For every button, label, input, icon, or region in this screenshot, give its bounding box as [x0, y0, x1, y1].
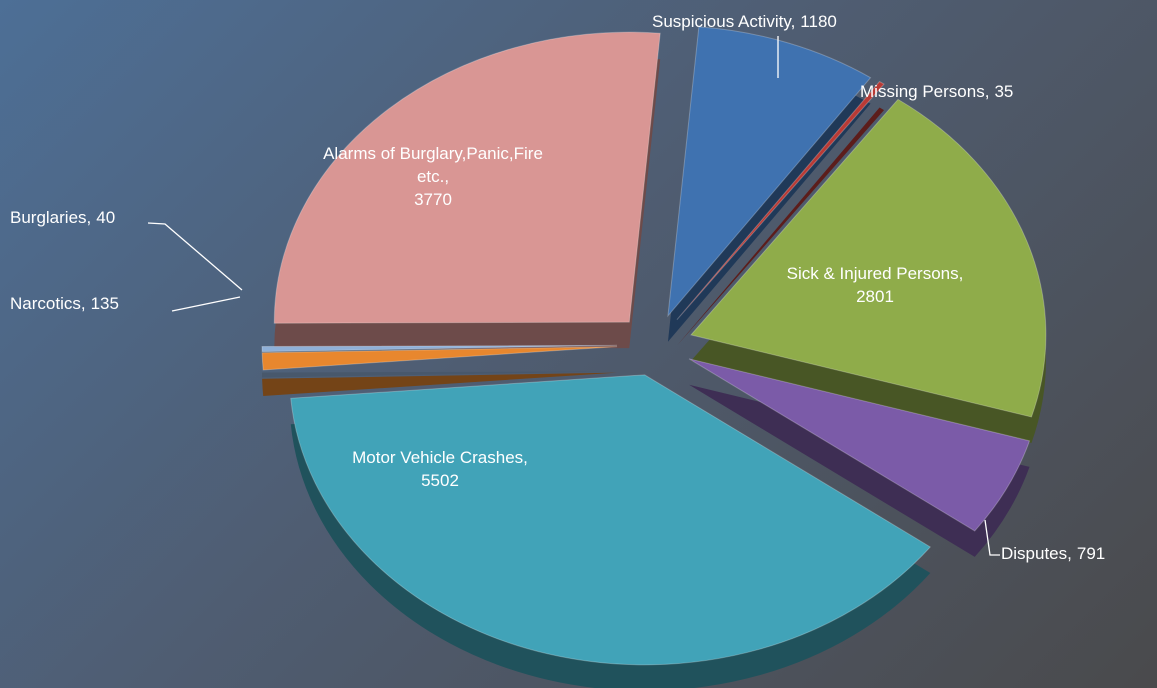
label-value: 791	[1076, 544, 1106, 563]
slice-side	[262, 371, 618, 378]
label-value: 3770	[414, 190, 452, 209]
label-value: 35	[994, 82, 1014, 101]
slice	[676, 80, 885, 320]
slice-side	[262, 372, 618, 397]
data-label: Alarms of Burglary,Panic,Fire etc., 3770	[318, 142, 548, 211]
data-label: Missing Persons, 35	[860, 80, 1013, 103]
label-category: Motor Vehicle Crashes,	[352, 448, 528, 467]
label-value: 40	[96, 208, 116, 227]
slice	[667, 26, 872, 318]
slice-side	[689, 384, 1030, 557]
leader-line	[171, 296, 241, 312]
slice	[273, 31, 661, 324]
data-label: Burglaries, 40	[10, 206, 115, 229]
data-label: Suspicious Activity, 1180	[652, 10, 837, 33]
label-category: Sick & Injured Persons,	[786, 264, 964, 283]
label-value: 2801	[856, 287, 894, 306]
label-category: Disputes,	[1001, 544, 1072, 563]
label-category: Burglaries,	[10, 208, 92, 227]
slice	[688, 358, 1031, 532]
leader-line	[984, 519, 1000, 556]
label-category: Narcotics,	[10, 294, 86, 313]
label-value: 5502	[421, 471, 459, 490]
data-label: Disputes, 791	[1001, 542, 1105, 565]
slice	[261, 344, 618, 353]
label-category: Suspicious Activity,	[652, 12, 796, 31]
label-value: 1180	[800, 12, 837, 31]
slice	[261, 346, 618, 371]
slice	[290, 374, 932, 666]
slice	[690, 98, 1047, 418]
label-category: Alarms of Burglary,Panic,Fire etc.,	[323, 144, 543, 186]
label-value: 135	[90, 294, 119, 313]
label-category: Missing Persons,	[860, 82, 990, 101]
data-label: Sick & Injured Persons, 2801	[735, 262, 1015, 308]
leader-line	[147, 222, 243, 291]
slice-side	[676, 107, 885, 346]
data-label: Narcotics, 135	[10, 292, 119, 315]
data-label: Motor Vehicle Crashes, 5502	[300, 446, 580, 492]
